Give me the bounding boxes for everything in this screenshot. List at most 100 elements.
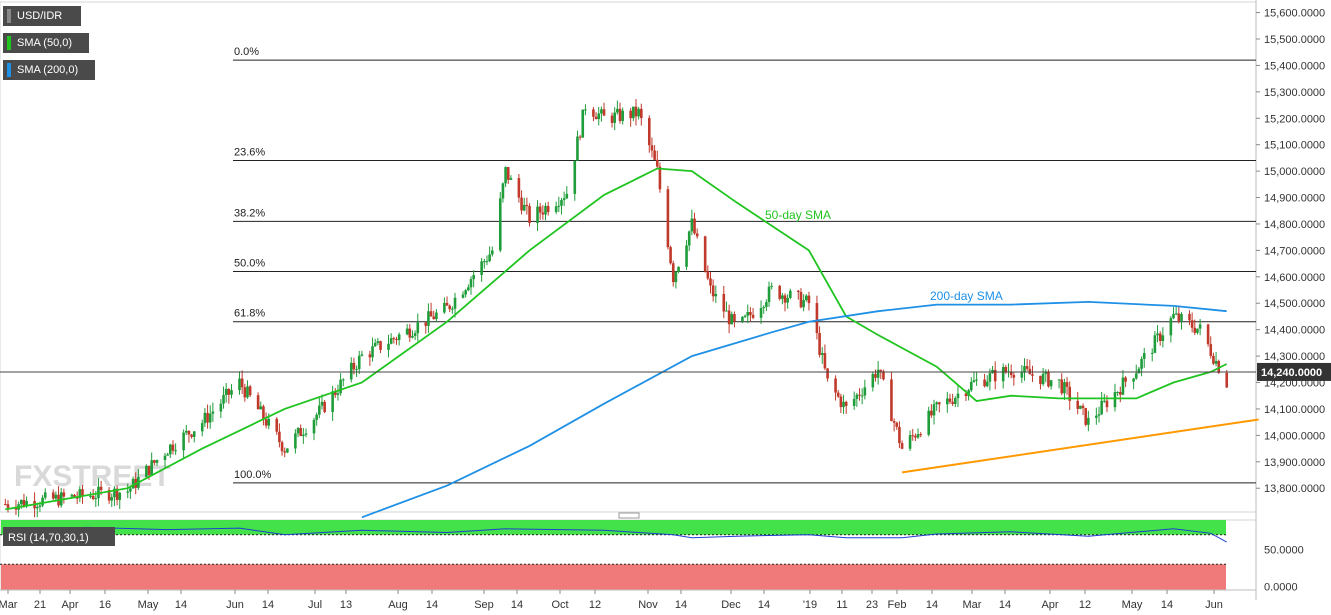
candle-body — [184, 430, 188, 433]
price-plot-area — [0, 1, 1257, 513]
candle-body — [1103, 400, 1106, 402]
y-tick-label: 14,000.0000 — [1264, 430, 1325, 442]
y-tick-label: 14,600.0000 — [1264, 272, 1325, 284]
candle-body — [1217, 361, 1221, 373]
candle-body — [38, 505, 42, 507]
candle-body — [1001, 367, 1005, 382]
candle-body — [1212, 355, 1215, 364]
candle-body — [693, 218, 696, 234]
support-trendline — [901, 418, 1259, 474]
x-tick-label: Dec — [721, 599, 741, 611]
candle-body — [528, 206, 531, 223]
candle-body — [616, 108, 619, 113]
candle-body — [560, 200, 563, 206]
candle-body — [445, 302, 449, 306]
candle-body — [211, 411, 215, 414]
sma200-line — [361, 300, 1227, 519]
candle-body — [666, 189, 670, 248]
x-tick-label: 14 — [926, 599, 938, 611]
candle-body — [1025, 366, 1029, 369]
candle-body — [312, 419, 316, 434]
x-tick-label: 14 — [426, 599, 438, 611]
candle-body — [930, 410, 933, 416]
candle-body — [35, 506, 39, 509]
y-tick-label: 15,200.0000 — [1264, 113, 1325, 125]
candle-body — [41, 497, 44, 506]
candle-body — [653, 150, 656, 160]
sma50-label: SMA (50,0) — [17, 37, 73, 49]
candle-body — [1065, 382, 1069, 387]
candle-body — [405, 328, 409, 335]
rsi-oversold-zone — [1, 564, 1226, 590]
candle-body — [506, 167, 510, 180]
candle-body — [927, 410, 930, 435]
candle-body — [379, 341, 382, 350]
candle-body — [804, 295, 808, 301]
candle-body — [219, 403, 223, 412]
candle-body — [882, 371, 885, 380]
candle-body — [299, 428, 302, 436]
x-tick-label: Apr — [1041, 599, 1058, 611]
candle-body — [1209, 344, 1213, 356]
candle-body — [70, 494, 74, 497]
candle-body — [490, 250, 494, 255]
sma200-legend[interactable]: SMA (200,0) — [3, 60, 95, 80]
candle-body — [464, 290, 467, 295]
candle-body — [461, 294, 465, 298]
candle-body — [647, 118, 651, 146]
candle-body — [169, 444, 172, 455]
candle-body — [1158, 333, 1162, 341]
candle-body — [834, 378, 837, 393]
candle-body — [145, 465, 148, 478]
candle-body — [1084, 408, 1087, 425]
candle-body — [762, 307, 766, 309]
candle-body — [525, 204, 529, 207]
rsi-y-tick-label: 50.0000 — [1264, 544, 1304, 556]
y-tick-label: 14,700.0000 — [1264, 245, 1325, 257]
candle-body — [876, 369, 880, 378]
candle-body — [1172, 313, 1175, 319]
candle-body — [711, 285, 715, 297]
x-tick-label: Oct — [551, 599, 568, 611]
candle-body — [916, 434, 920, 438]
x-tick-label: 14 — [511, 599, 523, 611]
candle-body — [243, 387, 247, 398]
x-tick-label: May — [138, 599, 159, 611]
candle-body — [110, 497, 114, 501]
symbol-label: USD/IDR — [17, 10, 63, 22]
candle-body — [286, 448, 289, 453]
candle-body — [488, 254, 491, 262]
candle-body — [871, 373, 875, 388]
candle-body — [259, 406, 263, 410]
pane-splitter-handle — [618, 512, 640, 519]
x-tick-label: Jun — [1205, 599, 1223, 611]
candle-body — [658, 166, 662, 190]
candle-body — [898, 426, 901, 444]
candle-body — [613, 112, 616, 123]
x-tick-label: 21 — [34, 599, 46, 611]
candle-body — [799, 291, 803, 308]
candle-body — [802, 300, 805, 308]
x-tick-label: Sep — [474, 599, 494, 611]
candle-body — [677, 266, 680, 272]
candle-body — [227, 388, 231, 395]
y-tick-label: 14,400.0000 — [1264, 325, 1325, 337]
candle-body — [687, 231, 691, 246]
candle-body — [240, 378, 244, 388]
candle-body — [621, 110, 624, 121]
candle-body — [610, 115, 614, 123]
candle-body — [25, 501, 28, 507]
candle-body — [956, 393, 960, 399]
candle-body — [685, 245, 688, 267]
candle-body — [129, 488, 132, 492]
symbol-legend[interactable]: USD/IDR — [3, 6, 81, 26]
sma50-legend[interactable]: SMA (50,0) — [3, 33, 89, 53]
candle-body — [78, 489, 82, 499]
candle-body — [900, 443, 904, 449]
fib-level-label: 50.0% — [234, 258, 265, 270]
candle-body — [1196, 328, 1199, 333]
candle-body — [126, 491, 130, 493]
candle-body — [1031, 374, 1034, 376]
